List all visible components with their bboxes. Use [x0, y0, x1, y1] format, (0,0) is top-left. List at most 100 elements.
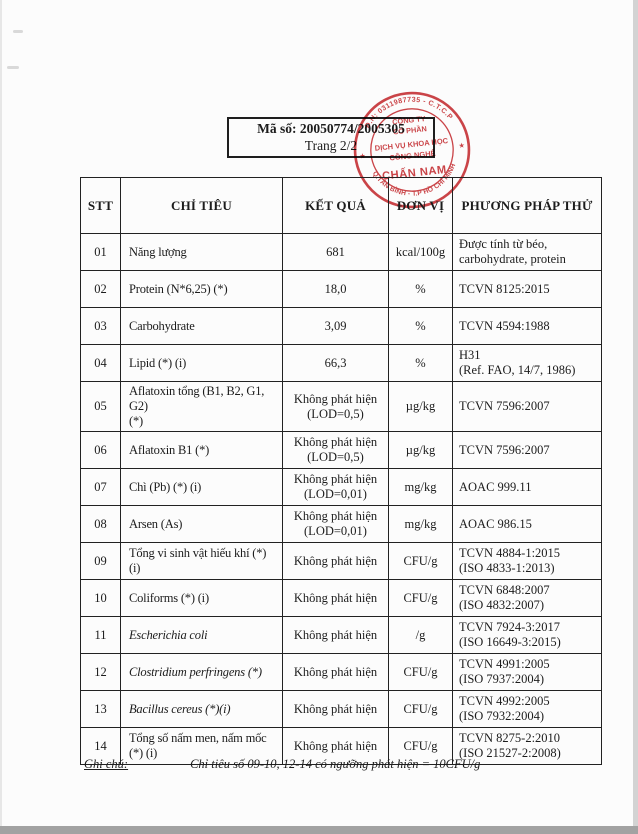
- col-header-phuong-phap: PHƯƠNG PHÁP THỬ: [452, 177, 602, 234]
- cell-phuong-phap: TCVN 6848:2007 (ISO 4832:2007): [452, 579, 602, 617]
- cell-ket-qua: Không phát hiện: [282, 579, 389, 617]
- cell-chi-tieu: Aflatoxin B1 (*): [120, 431, 283, 469]
- cell-stt: 08: [80, 505, 121, 543]
- cell-chi-tieu: Tổng số nấm men, nấm mốc (*) (i): [120, 727, 283, 765]
- cell-ket-qua: 18,0: [282, 270, 389, 308]
- cell-ket-qua: Không phát hiện: [282, 690, 389, 728]
- cell-stt: 10: [80, 579, 121, 617]
- cell-don-vi: %: [388, 344, 453, 382]
- doc-code-value: 20050774/2005305: [299, 121, 405, 136]
- cell-don-vi: µg/kg: [388, 431, 453, 469]
- cell-ket-qua: Không phát hiện (LOD=0,01): [282, 505, 389, 543]
- table-header-row: STT CHỈ TIÊU KẾT QUẢ ĐƠN VỊ PHƯƠNG PHÁP …: [80, 177, 602, 234]
- cell-ket-qua: Không phát hiện (LOD=0,5): [282, 431, 389, 469]
- scan-artifact: [13, 30, 23, 33]
- cell-stt: 05: [80, 381, 121, 432]
- cell-ket-qua: Không phát hiện: [282, 542, 389, 580]
- doc-code-label: Mã số:: [257, 121, 297, 136]
- table-row: 11 Escherichia coli Không phát hiện /g T…: [80, 616, 602, 654]
- cell-stt: 03: [80, 307, 121, 345]
- cell-ket-qua: Không phát hiện: [282, 616, 389, 654]
- footer-note-text: Chỉ tiêu số 09-10, 12-14 có ngưỡng phát …: [190, 757, 481, 771]
- scan-artifact: [7, 66, 19, 69]
- table-row: 04 Lipid (*) (i) 66,3 % H31 (Ref. FAO, 1…: [80, 344, 602, 382]
- cell-stt: 07: [80, 468, 121, 506]
- results-table-body: 01 Năng lượng 681 kcal/100g Được tính từ…: [80, 233, 602, 765]
- cell-stt: 09: [80, 542, 121, 580]
- cell-don-vi: %: [388, 270, 453, 308]
- cell-phuong-phap: AOAC 999.11: [452, 468, 602, 506]
- cell-phuong-phap: TCVN 4992:2005 (ISO 7932:2004): [452, 690, 602, 728]
- cell-chi-tieu: Carbohydrate: [120, 307, 283, 345]
- cell-stt: 06: [80, 431, 121, 469]
- cell-stt: 02: [80, 270, 121, 308]
- cell-phuong-phap: Được tính từ béo, carbohydrate, protein: [452, 233, 602, 271]
- cell-phuong-phap: TCVN 8275-2:2010 (ISO 21527-2:2008): [452, 727, 602, 765]
- results-table: STT CHỈ TIÊU KẾT QUẢ ĐƠN VỊ PHƯƠNG PHÁP …: [80, 177, 602, 765]
- col-header-stt: STT: [80, 177, 121, 234]
- table-row: 03 Carbohydrate 3,09 % TCVN 4594:1988: [80, 307, 602, 345]
- cell-phuong-phap: TCVN 7924-3:2017 (ISO 16649-3:2015): [452, 616, 602, 654]
- cell-don-vi: CFU/g: [388, 690, 453, 728]
- cell-don-vi: %: [388, 307, 453, 345]
- col-header-chi-tieu: CHỈ TIÊU: [120, 177, 283, 234]
- cell-ket-qua: Không phát hiện: [282, 653, 389, 691]
- cell-chi-tieu: Clostridium perfringens (*): [120, 653, 283, 691]
- cell-chi-tieu: Coliforms (*) (i): [120, 579, 283, 617]
- cell-phuong-phap: TCVN 4991:2005 (ISO 7937:2004): [452, 653, 602, 691]
- cell-stt: 04: [80, 344, 121, 382]
- table-row: 07 Chì (Pb) (*) (i) Không phát hiện (LOD…: [80, 468, 602, 506]
- cell-don-vi: CFU/g: [388, 727, 453, 765]
- stamp-line-1: CÔNG TY: [392, 114, 426, 126]
- cell-phuong-phap: H31 (Ref. FAO, 14/7, 1986): [452, 344, 602, 382]
- cell-phuong-phap: TCVN 7596:2007: [452, 381, 602, 432]
- col-header-don-vi: ĐƠN VỊ: [388, 177, 453, 234]
- cell-don-vi: mg/kg: [388, 468, 453, 506]
- cell-stt: 13: [80, 690, 121, 728]
- page-number: Trang 2/2: [304, 138, 358, 153]
- cell-ket-qua: 3,09: [282, 307, 389, 345]
- table-row: 01 Năng lượng 681 kcal/100g Được tính từ…: [80, 233, 602, 271]
- footer-note-label: Ghi chú:: [84, 757, 129, 771]
- cell-chi-tieu: Chì (Pb) (*) (i): [120, 468, 283, 506]
- cell-chi-tieu: Năng lượng: [120, 233, 283, 271]
- doc-code: Mã số: 20050774/2005305: [229, 120, 433, 137]
- star-icon: ★: [458, 142, 465, 151]
- cell-don-vi: µg/kg: [388, 381, 453, 432]
- cell-ket-qua: 681: [282, 233, 389, 271]
- doc-code-box: Mã số: 20050774/2005305 Trang 2/2: [227, 117, 435, 158]
- cell-phuong-phap: AOAC 986.15: [452, 505, 602, 543]
- cell-phuong-phap: TCVN 4594:1988: [452, 307, 602, 345]
- cell-stt: 12: [80, 653, 121, 691]
- stamp-line-4: CÔNG NGHỆ: [389, 149, 436, 163]
- table-row: 06 Aflatoxin B1 (*) Không phát hiện (LOD…: [80, 431, 602, 469]
- scan-edge-left: [0, 0, 2, 834]
- cell-chi-tieu: Lipid (*) (i): [120, 344, 283, 382]
- cell-don-vi: CFU/g: [388, 653, 453, 691]
- cell-don-vi: CFU/g: [388, 579, 453, 617]
- cell-don-vi: mg/kg: [388, 505, 453, 543]
- cell-chi-tieu: Escherichia coli: [120, 616, 283, 654]
- star-icon: ★: [359, 152, 366, 161]
- cell-ket-qua: 66,3: [282, 344, 389, 382]
- stamp-line-2: CỔ PHẦN: [393, 123, 428, 136]
- cell-stt: 01: [80, 233, 121, 271]
- table-row: 09 Tổng vi sinh vật hiếu khí (*) (i) Khô…: [80, 542, 602, 580]
- cell-don-vi: CFU/g: [388, 542, 453, 580]
- cell-phuong-phap: TCVN 4884-1:2015 (ISO 4833-1:2013): [452, 542, 602, 580]
- cell-chi-tieu: Protein (N*6,25) (*): [120, 270, 283, 308]
- table-row: 12 Clostridium perfringens (*) Không phá…: [80, 653, 602, 691]
- cell-phuong-phap: TCVN 8125:2015: [452, 270, 602, 308]
- cell-chi-tieu: Aflatoxin tổng (B1, B2, G1, G2) (*): [120, 381, 283, 432]
- cell-ket-qua: Không phát hiện (LOD=0,5): [282, 381, 389, 432]
- cell-ket-qua: Không phát hiện: [282, 727, 389, 765]
- table-row: 13 Bacillus cereus (*)(i) Không phát hiệ…: [80, 690, 602, 728]
- table-row: 14 Tổng số nấm men, nấm mốc (*) (i) Khôn…: [80, 727, 602, 765]
- scan-edge-bottom: [0, 826, 638, 834]
- table-row: 02 Protein (N*6,25) (*) 18,0 % TCVN 8125…: [80, 270, 602, 308]
- cell-don-vi: kcal/100g: [388, 233, 453, 271]
- scan-edge-right: [633, 0, 638, 834]
- cell-don-vi: /g: [388, 616, 453, 654]
- footer-note: Ghi chú: Chỉ tiêu số 09-10, 12-14 có ngư…: [84, 757, 609, 772]
